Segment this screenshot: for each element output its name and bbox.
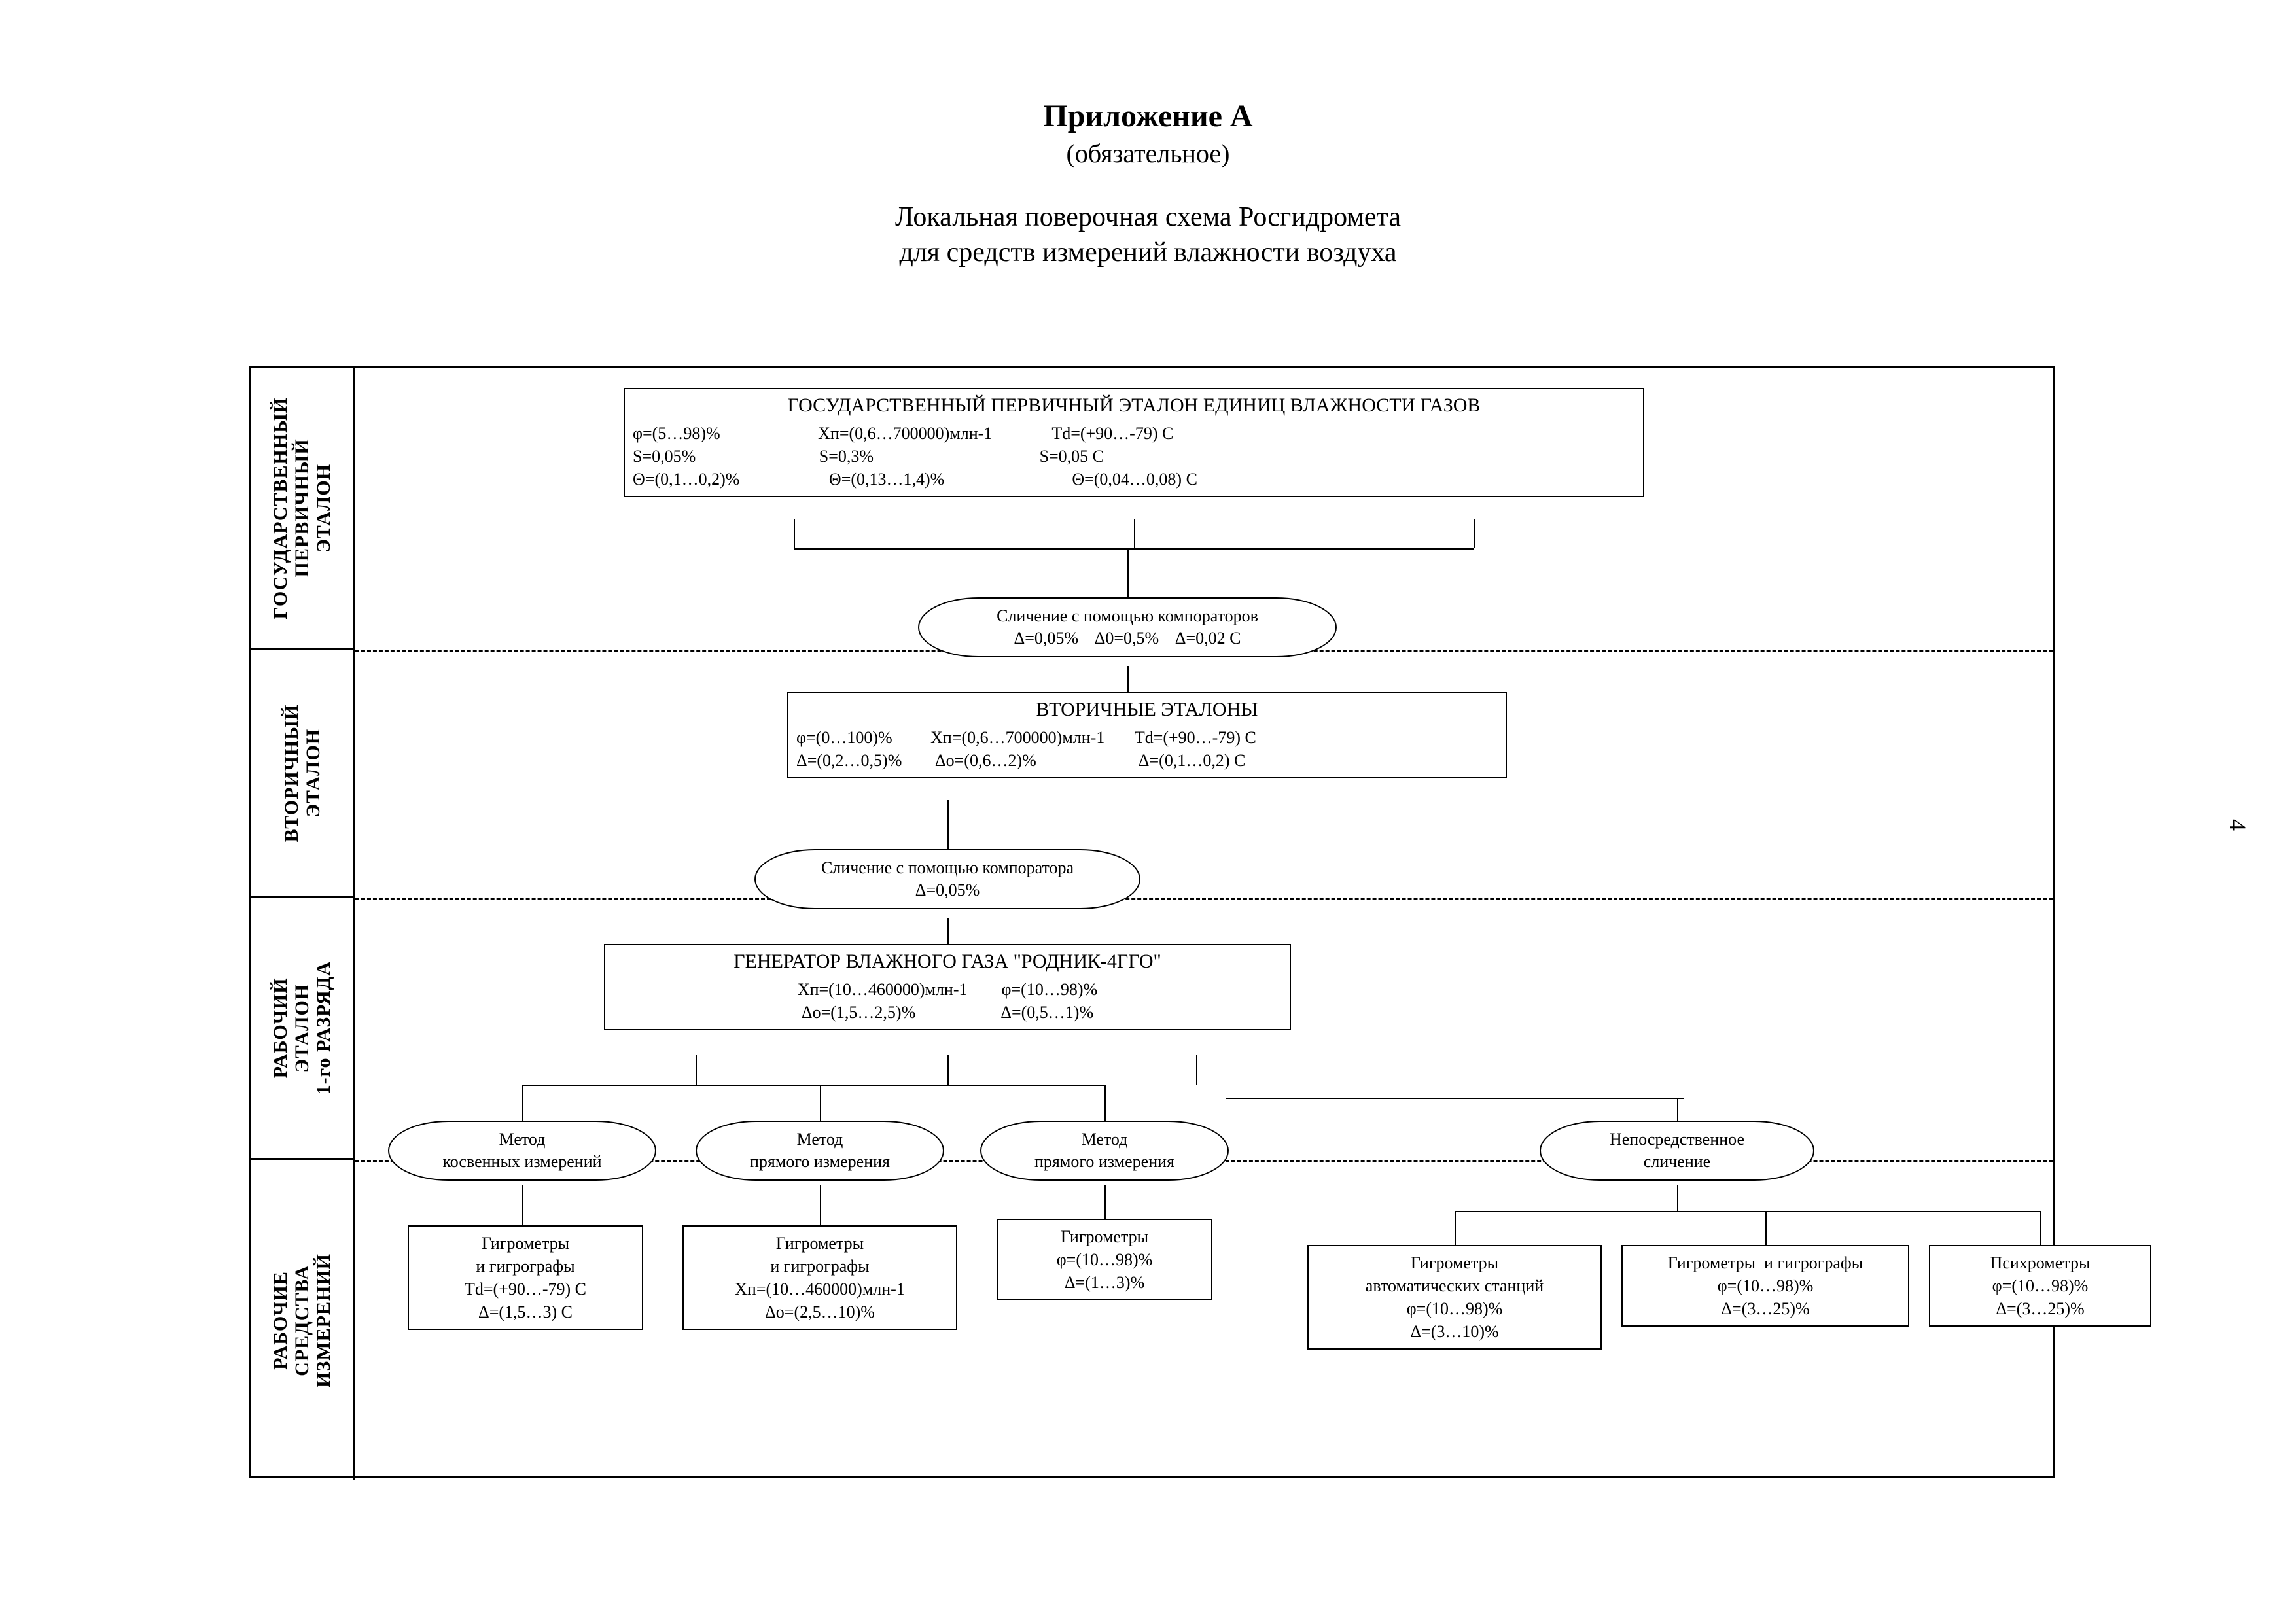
r5-params: Гигрометры и гигрографы φ=(10…98)% Δ=(3……	[1631, 1251, 1900, 1320]
conn-right-bus	[1226, 1098, 1684, 1099]
tier-label-instruments: РАБОЧИЕ СРЕДСТВА ИЗМЕРЕНИЙ	[251, 1160, 355, 1480]
conn-gen-bus	[522, 1085, 1104, 1086]
tier-separator-2	[355, 898, 2053, 900]
conn-primary-drop-c	[1134, 519, 1135, 548]
tier-label-secondary: ВТОРИЧНЫЙ ЭТАЛОН	[251, 650, 355, 898]
node-result-hygrometers-xn: Гигрометры и гигрографы Xп=(10…460000)мл…	[682, 1225, 957, 1330]
conn-primary-drop-l	[794, 519, 795, 548]
tier-label-working1: РАБОЧИЙ ЭТАЛОН 1-го РАЗРЯДА	[251, 898, 355, 1160]
conn-primary-drop-r	[1474, 519, 1475, 548]
node-method-indirect: Метод косвенных измерений	[388, 1121, 656, 1181]
appendix-title: Приложение А	[0, 98, 2296, 134]
secondary-params: φ=(0…100)% Xп=(0,6…700000)млн-1 Td=(+90……	[796, 726, 1498, 772]
r6-params: Психрометры φ=(10…98)% Δ=(3…25)%	[1938, 1251, 2142, 1320]
comp1-text: Сличение с помощью компораторов Δ=0,05% …	[997, 606, 1258, 648]
comp2-text: Сличение с помощью компоратора Δ=0,05%	[821, 858, 1074, 899]
conn-right-to-m4	[1677, 1098, 1678, 1121]
node-primary-etalon: ГОСУДАРСТВЕННЫЙ ПЕРВИЧНЫЙ ЭТАЛОН ЕДИНИЦ …	[624, 388, 1644, 497]
appendix-subtitle: (обязательное)	[0, 138, 2296, 169]
conn-gen-m3	[1104, 1085, 1106, 1121]
node-method-compare: Непосредственное сличение	[1540, 1121, 1814, 1181]
r3-params: Гигрометры φ=(10…98)% Δ=(1…3)%	[1006, 1225, 1203, 1294]
conn-comp2-to-gen	[947, 918, 949, 947]
node-comparator-2: Сличение с помощью компоратора Δ=0,05%	[754, 849, 1140, 909]
node-secondary-etalons: ВТОРИЧНЫЕ ЭТАЛОНЫ φ=(0…100)% Xп=(0,6…700…	[787, 692, 1507, 778]
m4-text: Непосредственное сличение	[1610, 1130, 1744, 1171]
node-method-direct-1: Метод прямого измерения	[696, 1121, 944, 1181]
conn-gen-drop-c	[947, 1055, 949, 1085]
conn-primary-bus	[794, 548, 1474, 550]
conn-m3-r3	[1104, 1185, 1106, 1221]
conn-gen-drop-l	[696, 1055, 697, 1085]
primary-params: φ=(5…98)% Xп=(0,6…700000)млн-1 Td=(+90…-…	[633, 422, 1635, 491]
node-method-direct-2: Метод прямого измерения	[980, 1121, 1229, 1181]
page-header: Приложение А (обязательное) Локальная по…	[0, 0, 2296, 268]
tier-label-primary: ГОСУДАРСТВЕННЫЙ ПЕРВИЧНЫЙ ЭТАЛОН	[251, 368, 355, 650]
node-result-hygrometers-td: Гигрометры и гигрографы Td=(+90…-79) С Δ…	[408, 1225, 643, 1330]
conn-gen-m2	[820, 1085, 821, 1121]
conn-m4-r4	[1455, 1211, 1456, 1247]
conn-m1-r1	[522, 1185, 523, 1227]
m1-text: Метод косвенных измерений	[442, 1130, 601, 1171]
conn-m4-drop	[1677, 1185, 1678, 1211]
r4-params: Гигрометры автоматических станций φ=(10……	[1316, 1251, 1593, 1343]
conn-m4-bus	[1455, 1211, 2040, 1212]
conn-m2-r2	[820, 1185, 821, 1227]
secondary-title: ВТОРИЧНЫЕ ЭТАЛОНЫ	[796, 699, 1498, 721]
diagram-title-line2: для средств измерений влажности воздуха	[0, 237, 2296, 268]
m2-text: Метод прямого измерения	[750, 1130, 890, 1171]
conn-secondary-to-comp2	[947, 800, 949, 849]
page-number: 4	[2224, 819, 2252, 831]
node-generator: ГЕНЕРАТОР ВЛАЖНОГО ГАЗА "РОДНИК-4ГГО" Xп…	[604, 944, 1291, 1030]
conn-primary-to-comp1	[1127, 548, 1129, 599]
m3-text: Метод прямого измерения	[1034, 1130, 1174, 1171]
primary-title: ГОСУДАРСТВЕННЫЙ ПЕРВИЧНЫЙ ЭТАЛОН ЕДИНИЦ …	[633, 394, 1635, 417]
conn-gen-m1	[522, 1085, 523, 1121]
r2-params: Гигрометры и гигрографы Xп=(10…460000)мл…	[692, 1232, 948, 1323]
generator-params: Xп=(10…460000)млн-1 φ=(10…98)% Δо=(1,5…2…	[613, 978, 1282, 1024]
node-result-hygrometers-phi: Гигрометры φ=(10…98)% Δ=(1…3)%	[997, 1219, 1212, 1300]
calibration-hierarchy-diagram: ГОСУДАРСТВЕННЫЙ ПЕРВИЧНЫЙ ЭТАЛОН ВТОРИЧН…	[249, 366, 2055, 1478]
node-result-auto-station: Гигрометры автоматических станций φ=(10……	[1307, 1245, 1602, 1350]
conn-comp1-to-secondary	[1127, 666, 1129, 695]
conn-gen-drop-r	[1196, 1055, 1197, 1085]
node-result-hygrographs: Гигрометры и гигрографы φ=(10…98)% Δ=(3……	[1621, 1245, 1909, 1327]
diagram-title-line1: Локальная поверочная схема Росгидромета	[0, 201, 2296, 233]
node-result-psychrometers: Психрометры φ=(10…98)% Δ=(3…25)%	[1929, 1245, 2151, 1327]
node-comparator-1: Сличение с помощью компораторов Δ=0,05% …	[918, 597, 1337, 657]
generator-title: ГЕНЕРАТОР ВЛАЖНОГО ГАЗА "РОДНИК-4ГГО"	[613, 951, 1282, 973]
conn-m4-r5	[1765, 1211, 1767, 1247]
conn-m4-r6	[2040, 1211, 2041, 1247]
r1-params: Гигрометры и гигрографы Td=(+90…-79) С Δ…	[417, 1232, 634, 1323]
